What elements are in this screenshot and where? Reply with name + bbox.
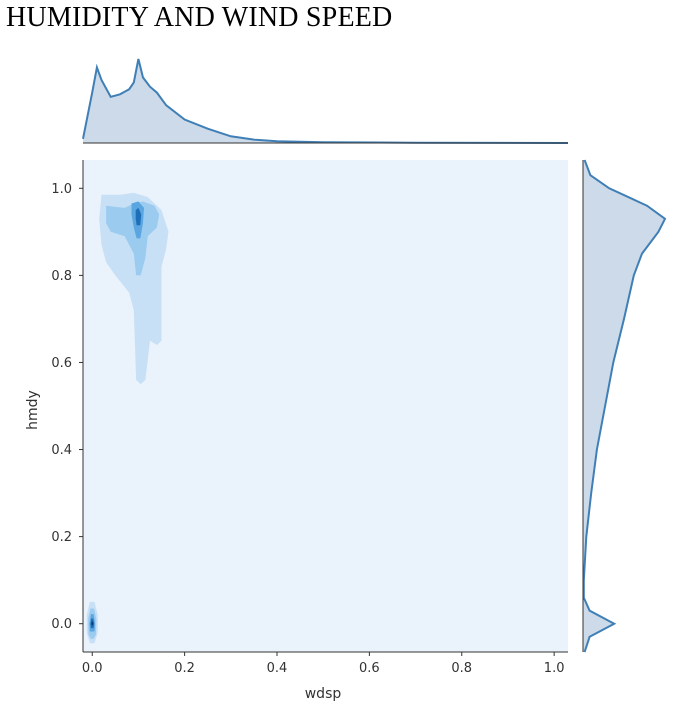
x-marginal-fill [83, 59, 568, 143]
x-tick-label: 0.6 [359, 661, 380, 676]
y-marginal-fill [583, 160, 665, 652]
y-tick-label: 0.6 [51, 356, 72, 371]
x-axis-label: wdsp [305, 686, 342, 702]
x-tick-label: 1.0 [544, 661, 565, 676]
axes: 0.0 0.2 0.4 0.6 0.8 1.0 0.0 0.2 0.4 0.6 0.8 1.0 [51, 160, 568, 676]
y-axis-label: hmdy [25, 390, 41, 430]
y-tick-label: 0.4 [51, 443, 72, 458]
joint-plot [83, 160, 568, 652]
y-tick-label: 1.0 [51, 182, 72, 197]
y-tick-label: 0.0 [51, 617, 72, 632]
x-tick-label: 0.0 [82, 661, 103, 676]
y-marginal-plot [582, 159, 667, 653]
y-tick-label: 0.2 [51, 530, 72, 545]
x-tick-label: 0.4 [267, 661, 288, 676]
kde-contour-level-4 [135, 207, 142, 226]
kde-contour-level-5 [91, 621, 94, 626]
x-marginal-plot [82, 58, 569, 144]
chart-title: HUMIDITY AND WIND SPEED [6, 2, 393, 33]
kde-contour-level-2 [106, 201, 160, 276]
y-marginal-curve [582, 159, 667, 653]
x-tick-label: 0.2 [174, 661, 195, 676]
y-tick-label: 0.8 [51, 269, 72, 284]
x-marginal-curve [82, 58, 569, 144]
x-tick-label: 0.8 [451, 661, 472, 676]
kde-contour-level-1 [99, 192, 169, 385]
